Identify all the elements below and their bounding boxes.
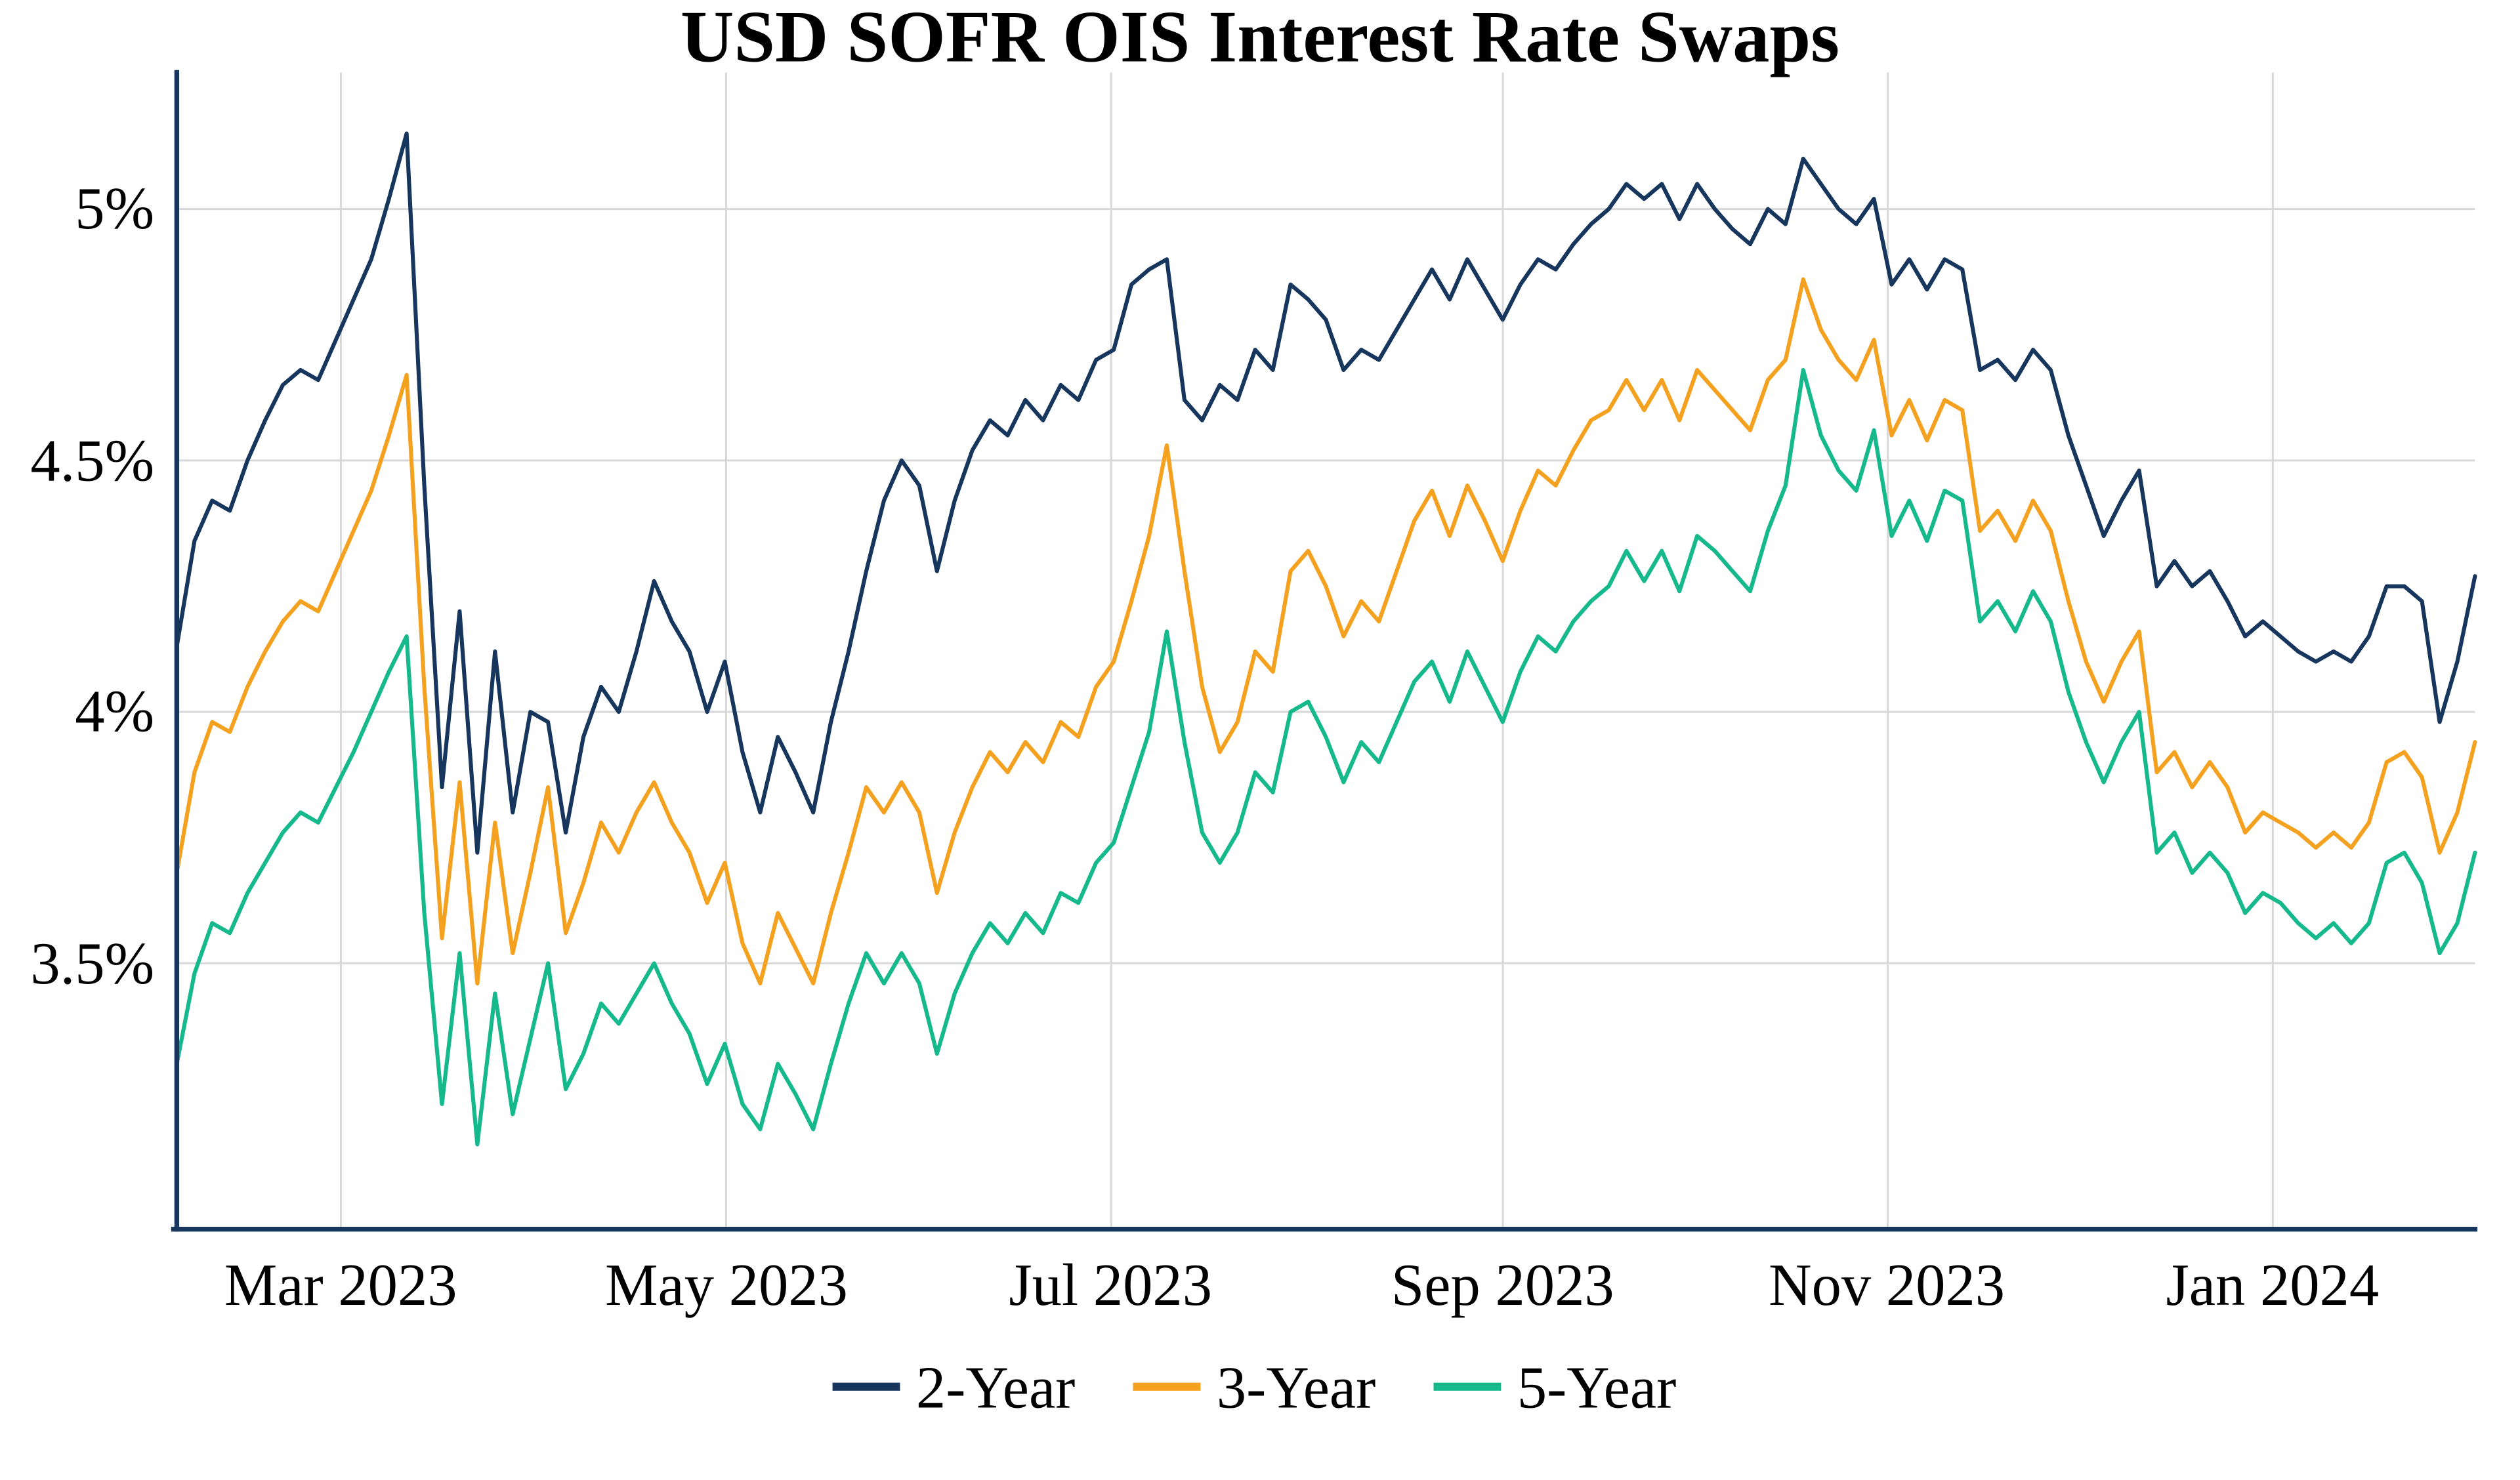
gridlines xyxy=(177,72,2475,1229)
legend-label-2-year: 2-Year xyxy=(916,1355,1075,1421)
x-tick-label-may-2023: May 2023 xyxy=(605,1252,848,1318)
y-axis-tick-labels: 5% 4.5% 4% 3.5% xyxy=(30,175,154,997)
y-tick-label-4pct: 4% xyxy=(75,678,154,745)
x-tick-label-mar-2023: Mar 2023 xyxy=(224,1252,457,1318)
y-tick-label-4p5pct: 4.5% xyxy=(30,427,154,493)
legend-label-3-year: 3-Year xyxy=(1217,1355,1376,1421)
legend: 2-Year 3-Year 5-Year xyxy=(832,1355,1676,1421)
x-tick-label-sep-2023: Sep 2023 xyxy=(1391,1252,1614,1318)
series-lines xyxy=(175,131,2477,1147)
chart-title: USD SOFR OIS Interest Rate Swaps xyxy=(681,0,1839,77)
x-axis-tick-labels: Mar 2023 May 2023 Jul 2023 Sep 2023 Nov … xyxy=(224,1252,2379,1318)
legend-label-5-year: 5-Year xyxy=(1517,1355,1676,1421)
series-line-5-year xyxy=(175,367,2477,1147)
x-tick-label-jan-2024: Jan 2024 xyxy=(2166,1252,2380,1318)
y-tick-label-3p5pct: 3.5% xyxy=(30,930,154,997)
series-line-2-year xyxy=(175,131,2477,855)
series-line-3-year xyxy=(175,277,2477,986)
y-tick-label-5pct: 5% xyxy=(75,175,154,241)
x-tick-label-nov-2023: Nov 2023 xyxy=(1769,1252,2005,1318)
x-tick-label-jul-2023: Jul 2023 xyxy=(1009,1252,1212,1318)
axes xyxy=(171,70,2478,1232)
